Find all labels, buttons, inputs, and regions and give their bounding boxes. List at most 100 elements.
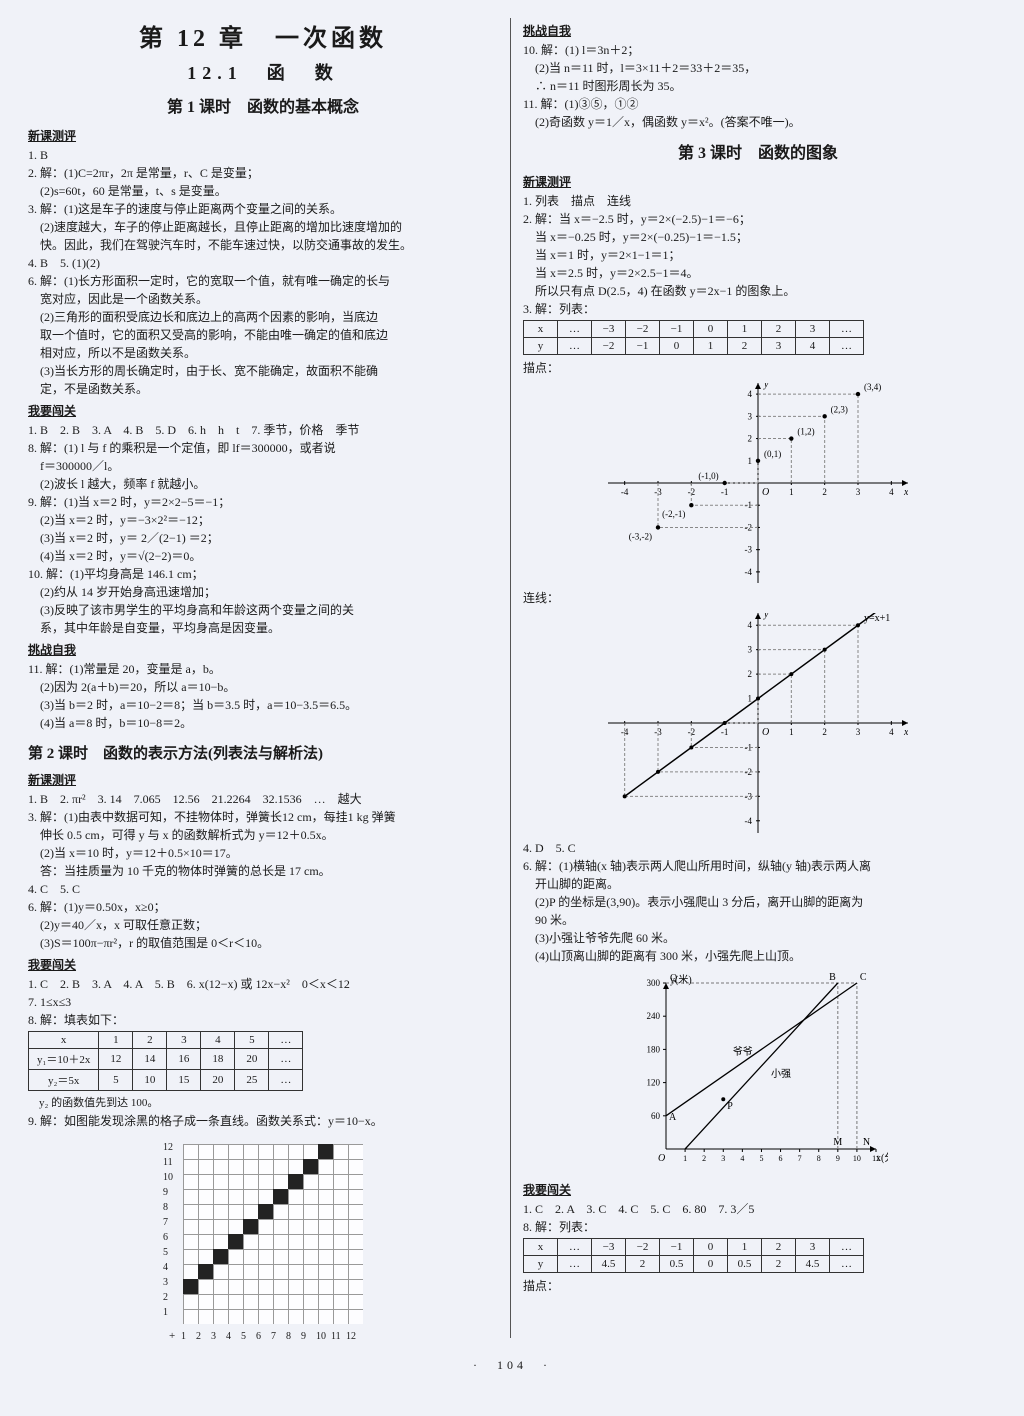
svg-text:(1,2): (1,2): [797, 427, 814, 437]
l3-p4: 描点：: [523, 359, 993, 377]
svg-text:x: x: [903, 487, 908, 498]
svg-text:2: 2: [748, 669, 753, 679]
l3-p6: 4. D 5. C: [523, 839, 993, 857]
svg-text:3: 3: [856, 487, 861, 497]
svg-text:7: 7: [798, 1154, 802, 1163]
svg-text:3: 3: [748, 645, 753, 655]
svg-text:O: O: [762, 487, 769, 498]
svg-text:(-3,-2): (-3,-2): [629, 531, 652, 541]
svg-text:1: 1: [748, 694, 753, 704]
svg-text:8: 8: [817, 1154, 821, 1163]
svg-text:-4: -4: [745, 567, 753, 577]
svg-text:3: 3: [856, 727, 861, 737]
l1-p1: 1. B: [28, 146, 498, 164]
climb-chart: 601201802403001234567891011Ox(分)y(米)QBCA…: [628, 971, 888, 1171]
svg-text:3: 3: [748, 411, 753, 421]
l1-p3: 3. 解：(1)这是车子的速度与停止距离两个变量之间的关系。 (2)速度越大，车…: [28, 200, 498, 254]
l1-p2: 2. 解：(1)C=2πr，2π 是常量，r、C 是变量； (2)s=60t，6…: [28, 164, 498, 200]
l2-p1: 1. B 2. πr² 3. 14 7.065 12.56 21.2264 32…: [28, 790, 498, 808]
page: 第 12 章 一次函数 12.1 函 数 第 1 课时 函数的基本概念 新课测评…: [0, 0, 1024, 1346]
svg-text:5: 5: [759, 1154, 763, 1163]
svg-text:3: 3: [721, 1154, 725, 1163]
svg-text:O: O: [762, 727, 769, 738]
lesson2-h2: 我要闯关: [28, 956, 76, 973]
svg-text:300: 300: [647, 978, 661, 988]
l3-p2: 2. 解：当 x＝−2.5 时，y＝2×(−2.5)−1＝−6； 当 x＝−0.…: [523, 210, 993, 300]
l3-p3: 3. 解：列表：: [523, 300, 993, 318]
l1-p8: 9. 解：(1)当 x＝2 时，y＝2×2−5＝−1； (2)当 x＝2 时，y…: [28, 493, 498, 565]
svg-text:4: 4: [889, 487, 894, 497]
svg-text:爷爷: 爷爷: [733, 1045, 753, 1058]
svg-text:(-1,0): (-1,0): [698, 471, 718, 481]
l2-p5: 1. C 2. B 3. A 4. A 5. B 6. x(12−x) 或 12…: [28, 975, 498, 1011]
l2-p7: y₂ 的函数值先到达 100。: [28, 1095, 498, 1112]
l1-p5: 6. 解：(1)长方形面积一定时，它的宽取一个值，就有唯一确定的长与 宽对应，因…: [28, 272, 498, 398]
l2-p2: 3. 解：(1)由表中数据可知，不挂物体时，弹簧长12 cm，每挂1 kg 弹簧…: [28, 808, 498, 880]
svg-text:O: O: [658, 1153, 665, 1164]
svg-text:10: 10: [853, 1154, 861, 1163]
l1-p4: 4. B 5. (1)(2): [28, 254, 498, 272]
left-column: 第 12 章 一次函数 12.1 函 数 第 1 课时 函数的基本概念 新课测评…: [28, 18, 498, 1338]
svg-text:-4: -4: [745, 816, 753, 826]
l3-p9: 8. 解：列表：: [523, 1218, 993, 1236]
svg-text:(2,3): (2,3): [831, 404, 848, 414]
r-top-p2: 11. 解：(1)③⑤，①②: [523, 95, 993, 113]
svg-text:2: 2: [702, 1154, 706, 1163]
svg-text:N: N: [863, 1137, 870, 1148]
svg-text:-1: -1: [721, 727, 729, 737]
svg-text:1: 1: [748, 456, 753, 466]
svg-text:y: y: [763, 383, 769, 390]
lesson3-table1: x…−3−2−10123…y…−2−101234…: [523, 320, 864, 355]
column-divider: [510, 18, 511, 1338]
svg-text:9: 9: [836, 1154, 840, 1163]
svg-text:A: A: [669, 1112, 677, 1123]
svg-text:6: 6: [779, 1154, 783, 1163]
page-number: · 104 ·: [0, 1356, 1024, 1373]
l3-p10: 描点：: [523, 1277, 993, 1295]
svg-text:180: 180: [647, 1044, 661, 1054]
svg-text:4: 4: [748, 389, 753, 399]
lesson1-title: 第 1 课时 函数的基本概念: [28, 93, 498, 117]
svg-text:-1: -1: [721, 487, 729, 497]
l3-p8: 1. C 2. A 3. C 4. C 5. C 6. 80 7. 3／5: [523, 1200, 993, 1218]
svg-text:P: P: [727, 1101, 733, 1112]
scatter-chart: -4-4-3-3-2-2-1-111223344Oxy(-3,-2)(-2,-1…: [608, 383, 908, 583]
lesson2-grid-chart: 121110987654321123456789101112+: [153, 1134, 373, 1334]
lesson2-table: x12345…y₁＝10＋2x1214161820…y₂＝5x510152025…: [28, 1031, 303, 1091]
lesson1-h3: 挑战自我: [28, 641, 76, 658]
svg-text:(-2,-1): (-2,-1): [662, 509, 685, 519]
svg-text:M: M: [833, 1137, 842, 1148]
r-top-h: 挑战自我: [523, 22, 571, 39]
svg-text:60: 60: [651, 1111, 661, 1121]
svg-text:240: 240: [647, 1011, 661, 1021]
svg-text:-4: -4: [621, 487, 629, 497]
svg-text:120: 120: [647, 1078, 661, 1088]
lesson1-h2: 我要闯关: [28, 402, 76, 419]
svg-text:(0,1): (0,1): [764, 449, 781, 459]
svg-text:C: C: [860, 972, 867, 983]
svg-text:1: 1: [789, 727, 794, 737]
svg-text:2: 2: [748, 434, 753, 444]
svg-text:4: 4: [889, 727, 894, 737]
l2-p3: 4. C 5. C: [28, 880, 498, 898]
svg-text:1: 1: [789, 487, 794, 497]
r-top-p3: (2)奇函数 y＝1／x，偶函数 y＝x²。(答案不唯一)。: [523, 113, 993, 131]
svg-text:x: x: [903, 727, 908, 738]
svg-text:-3: -3: [745, 545, 753, 555]
right-column: 挑战自我 10. 解：(1) l＝3n＋2； (2)当 n＝11 时，l＝3×1…: [523, 18, 993, 1338]
l1-p7: 8. 解：(1) l 与 f 的乘积是一个定值，即 lf＝300000，或者说 …: [28, 439, 498, 493]
r-top-p1: 10. 解：(1) l＝3n＋2； (2)当 n＝11 时，l＝3×11＋2＝3…: [523, 41, 993, 95]
l3-p7: 6. 解：(1)横轴(x 轴)表示两人爬山所用时间，纵轴(y 轴)表示两人离 开…: [523, 857, 993, 965]
l1-p6: 1. B 2. B 3. A 4. B 5. D 6. h h t 7. 季节，…: [28, 421, 498, 439]
l3-p1: 1. 列表 描点 连线: [523, 192, 993, 210]
svg-text:4: 4: [748, 620, 753, 630]
lesson2-h1: 新课测评: [28, 771, 76, 788]
lesson3-title: 第 3 课时 函数的图象: [523, 139, 993, 163]
svg-text:2: 2: [822, 727, 827, 737]
svg-text:小强: 小强: [771, 1068, 791, 1080]
svg-text:B: B: [829, 972, 836, 983]
lesson2-title: 第 2 课时 函数的表示方法(列表法与解析法): [28, 742, 498, 763]
l1-p10: 11. 解：(1)常量是 20，变量是 a，b。 (2)因为 2(a＋b)＝20…: [28, 660, 498, 732]
lesson3-h2: 我要闯关: [523, 1181, 571, 1198]
section-title: 12.1 函 数: [28, 59, 498, 85]
